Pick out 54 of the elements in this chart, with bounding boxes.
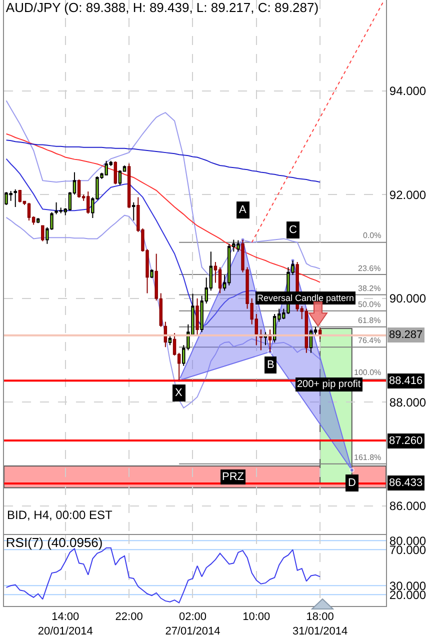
line-series — [6, 214, 321, 408]
candlestick — [41, 225, 44, 242]
ref-line-label: 86.433 — [389, 477, 423, 489]
band-label: PRZ — [222, 471, 244, 483]
y-tick-label: 92.000 — [389, 188, 426, 202]
candlestick — [150, 268, 154, 279]
y-tick-label: 94.000 — [389, 84, 426, 98]
ref-line-label: 88.416 — [389, 375, 423, 387]
candlestick — [27, 202, 31, 222]
line-series — [6, 100, 321, 278]
annotation: BID, H4, 00:00 EST — [7, 508, 114, 522]
annotation: 50.0% — [358, 300, 381, 309]
x-tick-label: 18:00 31/01/2014 — [292, 611, 348, 638]
candlestick — [196, 298, 199, 336]
annotation: 76.4% — [358, 336, 381, 345]
x-tick-label: 10:00 — [242, 611, 270, 624]
candlestick — [127, 162, 131, 209]
candlestick — [118, 170, 122, 186]
chart-title: RSI(7) (40.0956) — [6, 535, 103, 550]
y-tick-label: 86.000 — [389, 499, 426, 514]
x-tick-label: 14:00 20/01/2014 — [38, 611, 93, 638]
candlestick — [304, 308, 308, 354]
annotation: 200+ pip profit — [297, 379, 361, 390]
candlestick — [77, 179, 81, 198]
annotation: Reversal Candle pattern — [257, 293, 354, 303]
annotation: 161.8% — [354, 453, 382, 462]
point — [349, 468, 354, 473]
candlestick — [164, 321, 168, 348]
candlestick — [14, 188, 17, 208]
x-tick-label: 22:00 — [115, 611, 143, 624]
chart-title: AUD/JPY (O: 89.388, H: 89.439, L: 89.217, C: 89.287) — [6, 0, 319, 16]
candlestick — [18, 189, 22, 203]
annotation: 61.8% — [358, 316, 381, 325]
annotation: 38.2% — [358, 284, 381, 293]
line-series — [6, 158, 257, 328]
annotation: 0.0% — [363, 231, 382, 240]
annotation: X — [175, 387, 183, 399]
candlestick — [132, 202, 136, 222]
candlestick — [168, 334, 172, 346]
annotation: B — [267, 359, 274, 371]
candlestick — [114, 160, 118, 185]
annotation: 23.6% — [358, 264, 381, 273]
annotation: 100.0% — [354, 368, 382, 377]
annotation: D — [348, 477, 356, 489]
line-series — [6, 140, 321, 183]
annotation: C — [289, 224, 297, 236]
line-series — [6, 133, 321, 283]
ref-line-label: 89.287 — [389, 329, 423, 341]
ref-line-label: 87.260 — [389, 435, 423, 447]
x-tick-label: 02:00 27/01/2014 — [165, 611, 220, 638]
candlestick — [36, 217, 40, 224]
y-tick-label: 88.000 — [389, 395, 426, 410]
y-tick-label: 90.000 — [389, 292, 426, 306]
annotation: A — [239, 204, 247, 216]
